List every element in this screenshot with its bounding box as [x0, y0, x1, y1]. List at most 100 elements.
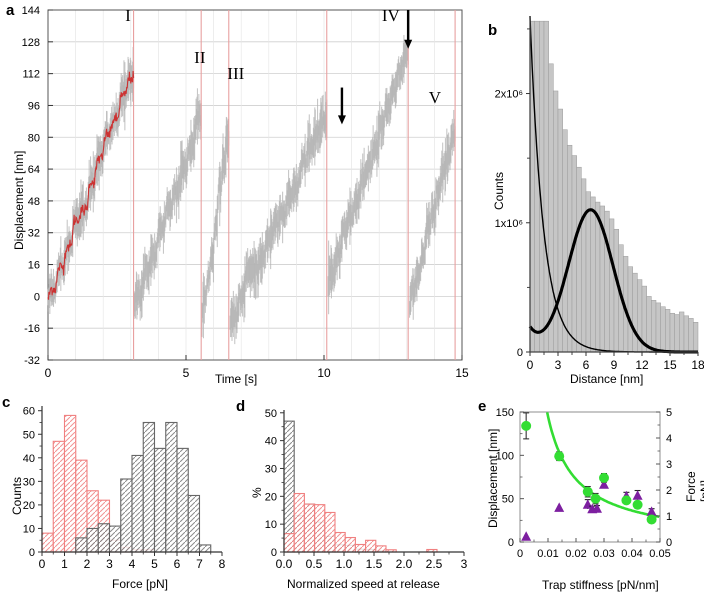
tick-label: 0 — [29, 547, 35, 559]
tick-label: 6 — [583, 358, 590, 372]
tick-label: 2.0 — [396, 557, 413, 571]
tick-label: 50 — [23, 429, 35, 441]
histogram-series-red — [283, 492, 438, 553]
tick-label: 3 — [106, 557, 113, 571]
bar — [354, 543, 367, 553]
tick-label: 12 — [635, 358, 649, 372]
tick-label: 144 — [22, 5, 40, 17]
tick-label: 0.04 — [621, 548, 642, 560]
displacement-marker — [646, 514, 657, 525]
tick-label: 1 — [61, 557, 68, 571]
force-marker — [599, 479, 609, 489]
tick-label: 30 — [23, 476, 35, 488]
displacement-marker — [582, 486, 593, 497]
tick-label: 2x10⁶ — [495, 89, 523, 101]
tick-label: 1x10⁶ — [495, 218, 523, 230]
tick-label: 0.01 — [537, 548, 558, 560]
tick-label: 10 — [265, 519, 277, 531]
tick-label: -16 — [24, 323, 40, 335]
tick-label: 32 — [28, 228, 40, 240]
tick-label: 0 — [271, 547, 277, 559]
noise-band — [47, 34, 456, 345]
panel-b-xlabel: Distance [nm] — [570, 372, 644, 386]
bar — [165, 421, 178, 553]
bar — [293, 492, 305, 553]
tick-label: 48 — [28, 196, 40, 208]
tick-label: 150 — [496, 407, 514, 419]
tick-label: 15 — [663, 358, 677, 372]
bar — [674, 314, 680, 353]
tick-label: 0 — [517, 347, 523, 359]
bar — [120, 478, 133, 553]
bar — [543, 20, 549, 353]
displacement-points — [521, 412, 657, 525]
bar — [75, 537, 88, 553]
bar — [534, 20, 540, 353]
tick-label: 0.5 — [306, 557, 323, 571]
bar — [548, 63, 554, 353]
tick-label: 30 — [265, 463, 277, 475]
panel-a-xlabel: Time [s] — [215, 372, 258, 386]
bar — [669, 312, 675, 353]
bar — [683, 315, 689, 353]
bar — [365, 539, 377, 553]
bar — [303, 503, 316, 553]
tick-label: 1 — [666, 511, 672, 523]
panel-c: c Counts Force [pN] 0 10 20 30 40 50 60 0 1 2 3 4 5 6… — [0, 392, 232, 597]
bar — [334, 531, 346, 553]
displacement-marker — [632, 499, 643, 510]
displacement-marker — [521, 420, 532, 431]
bar — [646, 296, 652, 353]
displacement-marker — [554, 451, 565, 462]
bar — [693, 322, 699, 353]
tick-label: 4 — [129, 557, 136, 571]
displacement-marker — [590, 493, 601, 504]
bar — [97, 523, 111, 553]
bar — [153, 447, 167, 553]
tick-label: 50 — [265, 408, 277, 420]
tick-label: 7 — [196, 557, 203, 571]
panel-a-annotation-v: V — [428, 87, 442, 107]
bar — [688, 318, 694, 353]
bar — [679, 311, 685, 353]
bar — [660, 306, 666, 353]
bar — [665, 309, 671, 353]
panel-d-xlabel: Normalized speed at release — [287, 577, 440, 591]
bar — [576, 166, 582, 353]
panel-a-annotation-iv: IV — [381, 5, 400, 25]
displacement-marker — [599, 472, 609, 483]
force-marker — [554, 502, 565, 512]
bar — [632, 272, 638, 353]
bar — [585, 191, 591, 353]
tick-label: 0 — [39, 557, 46, 571]
tick-label: 2 — [84, 557, 91, 571]
bar — [108, 525, 122, 553]
tick-label: 2 — [666, 485, 672, 497]
bar — [627, 266, 633, 353]
tick-label: 0.03 — [593, 548, 614, 560]
bar — [283, 420, 295, 553]
panel-a-annotation-i: I — [125, 5, 131, 25]
tick-label: 0.02 — [565, 548, 586, 560]
panel-c-plot: 0 10 20 30 40 50 60 0 1 2 3 4 5 6 7 8 — [23, 406, 226, 571]
tick-label: 8 — [219, 557, 226, 571]
tick-label: 0 — [45, 366, 52, 380]
panel-c-xlabel: Force [pN] — [112, 577, 169, 591]
bar — [131, 454, 144, 553]
tick-label: 64 — [28, 164, 40, 176]
panel-a: a Displacement [nm] Time [s] -32 -16 0 16 32… — [0, 0, 470, 392]
panel-c-label: c — [2, 394, 11, 411]
tick-label: 0 — [34, 291, 40, 303]
tick-label: 0 — [508, 537, 514, 549]
displacement-marker — [621, 495, 632, 506]
tick-label: 10 — [317, 366, 331, 380]
force-marker — [592, 503, 602, 513]
tick-label: 3 — [461, 557, 468, 571]
bar — [651, 300, 657, 353]
tick-label: 112 — [22, 69, 40, 81]
displacement-trace — [47, 70, 135, 300]
tick-label: 0.05 — [649, 548, 670, 560]
force-marker — [632, 490, 643, 500]
tick-label: 6 — [174, 557, 181, 571]
